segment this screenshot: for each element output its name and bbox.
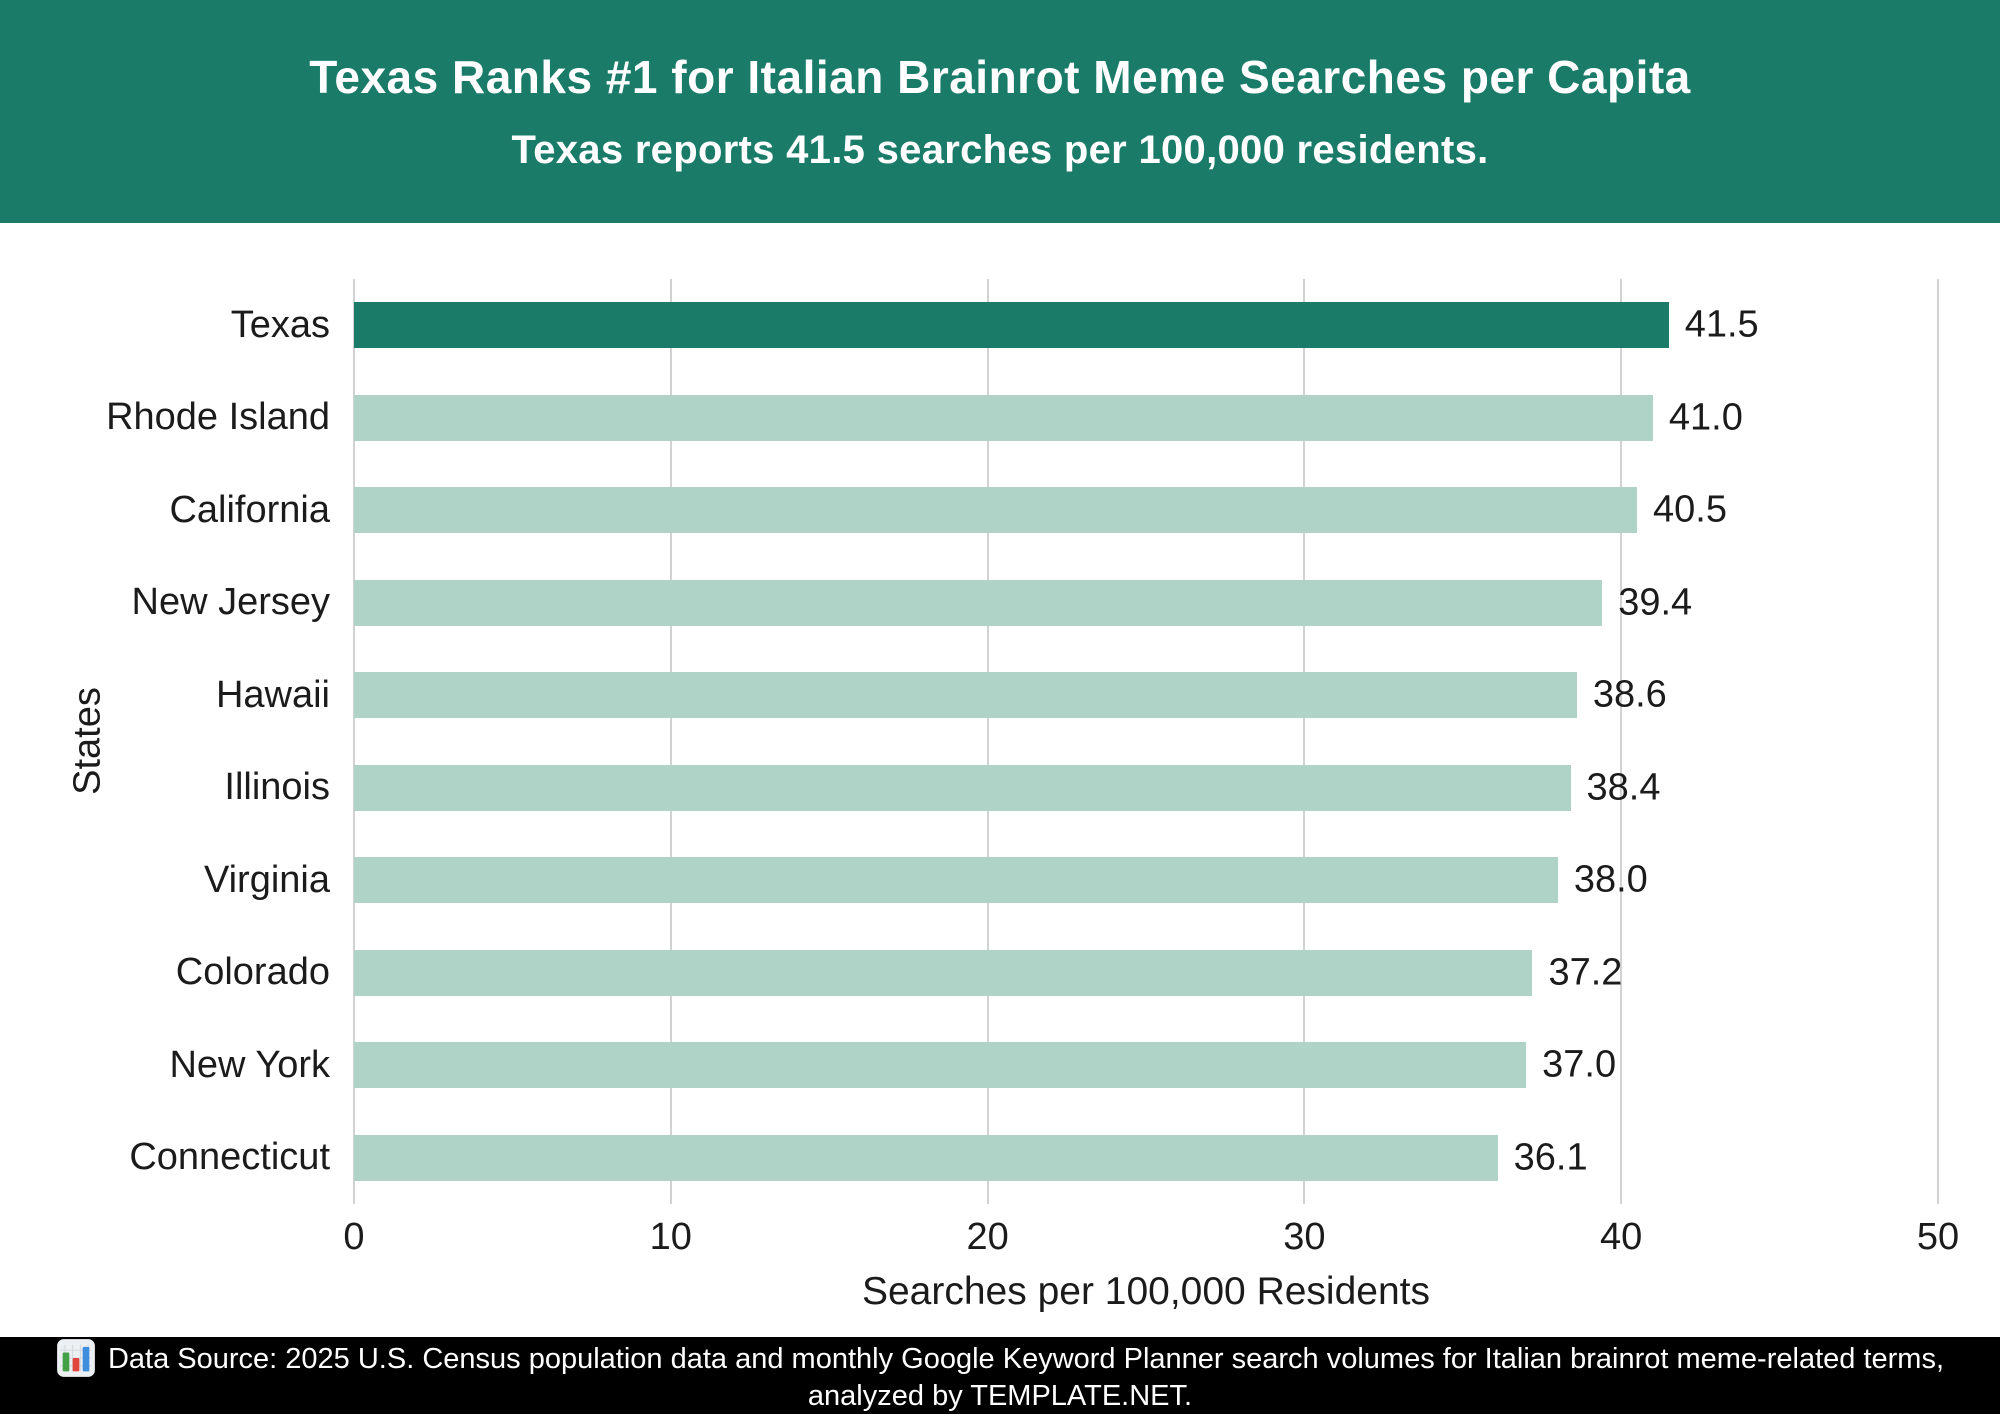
x-tick: 30: [1283, 1216, 1326, 1258]
value-label: 38.4: [1586, 766, 1661, 809]
value-label: 40.5: [1653, 488, 1727, 531]
state-label: Connecticut: [129, 1136, 330, 1179]
state-label: Colorado: [175, 951, 330, 994]
bar: [354, 579, 1603, 626]
bar: [354, 1042, 1527, 1089]
x-tick: 40: [1600, 1216, 1643, 1258]
state-label: Rhode Island: [106, 396, 330, 439]
gridline: [1937, 279, 1939, 1204]
state-label: Illinois: [224, 766, 330, 809]
bar-track: 39.4: [354, 557, 1938, 650]
bar-row: Rhode Island 41.0: [24, 372, 1938, 465]
state-label: New Jersey: [131, 581, 331, 624]
x-tick: 50: [1916, 1216, 1960, 1258]
bar-track: 40.5: [354, 464, 1938, 557]
bar: [354, 302, 1669, 349]
bar-row: Virginia 38.0: [24, 834, 1938, 927]
gridline: [986, 279, 989, 1204]
bar-row: Texas 41.5: [24, 279, 1938, 372]
bar-row: New York 37.0: [24, 1019, 1938, 1112]
bar-row: New Jersey 39.4: [24, 557, 1938, 650]
state-label: Hawaii: [215, 673, 330, 716]
header-banner: Texas Ranks #1 for Italian Brainrot Meme…: [0, 0, 2000, 223]
value-label: 37.0: [1542, 1043, 1617, 1086]
bar-chart-icon: [57, 1338, 95, 1377]
bar: [354, 487, 1638, 534]
gridline: [669, 279, 672, 1204]
source-text-1: Data Source: 2025 U.S. Census population…: [107, 1342, 1945, 1375]
x-axis-title: Searches per 100,000 Residents: [861, 1270, 1431, 1313]
gridlines: [353, 279, 1939, 1204]
value-label: 37.2: [1548, 951, 1623, 994]
bar-track: 41.0: [354, 372, 1938, 465]
plot-area: Texas 41.5 Rhode Island 41.0 California 40.5 N…: [24, 279, 1959, 1314]
x-tick: 20: [966, 1216, 1009, 1258]
state-label: New York: [169, 1043, 330, 1086]
bar-rows: Texas 41.5 Rhode Island 41.0 California 40.5 N…: [24, 279, 1938, 1204]
bar-track: 37.2: [354, 927, 1938, 1020]
state-label: Virginia: [203, 858, 330, 901]
bar-row: California 40.5: [24, 464, 1938, 557]
gridline: [1303, 279, 1306, 1204]
chart-subtitle: Texas reports 41.5 searches per 100,000 …: [511, 128, 1489, 172]
state-label: Texas: [230, 303, 330, 346]
bar: [354, 949, 1533, 996]
bar: [354, 857, 1558, 904]
x-axis-ticks: 0 10 20 30 40 50: [343, 1216, 1959, 1260]
value-label: 41.0: [1668, 396, 1743, 439]
source-line-1: Data Source: 2025 U.S. Census population…: [56, 1338, 1944, 1378]
bar-track: 38.4: [354, 742, 1938, 835]
bar: [354, 764, 1571, 811]
bar: [354, 1134, 1498, 1181]
value-label: 36.1: [1513, 1136, 1588, 1179]
bar-row: Colorado 37.2: [24, 927, 1938, 1020]
value-label: 39.4: [1618, 581, 1693, 624]
bar-row: Connecticut 36.1: [24, 1112, 1938, 1205]
bar-track: 41.5: [354, 279, 1938, 372]
value-label: 41.5: [1684, 303, 1759, 346]
bar-track: 38.6: [354, 649, 1938, 742]
x-tick: 10: [649, 1216, 692, 1258]
source-line-2: analyzed by TEMPLATE.NET.: [807, 1379, 1193, 1412]
bar-track: 37.0: [354, 1019, 1938, 1112]
bar: [354, 672, 1577, 719]
bar-row: Illinois 38.4: [24, 742, 1938, 835]
value-label: 38.6: [1592, 673, 1667, 716]
state-label: California: [169, 488, 330, 531]
bar-track: 36.1: [354, 1112, 1938, 1205]
gridline: [353, 279, 355, 1204]
value-label: 38.0: [1573, 858, 1648, 901]
bar: [354, 394, 1653, 441]
bar-track: 38.0: [354, 834, 1938, 927]
bar-chart: States Texas 41.5 Rhode Island 41.0 Californ…: [0, 223, 2000, 1337]
bar-row: Hawaii 38.6: [24, 649, 1938, 742]
source-footer: Data Source: 2025 U.S. Census population…: [0, 1337, 2000, 1414]
x-tick: 0: [343, 1216, 365, 1258]
gridline: [1620, 279, 1623, 1204]
chart-title: Texas Ranks #1 for Italian Brainrot Meme…: [309, 51, 1691, 103]
